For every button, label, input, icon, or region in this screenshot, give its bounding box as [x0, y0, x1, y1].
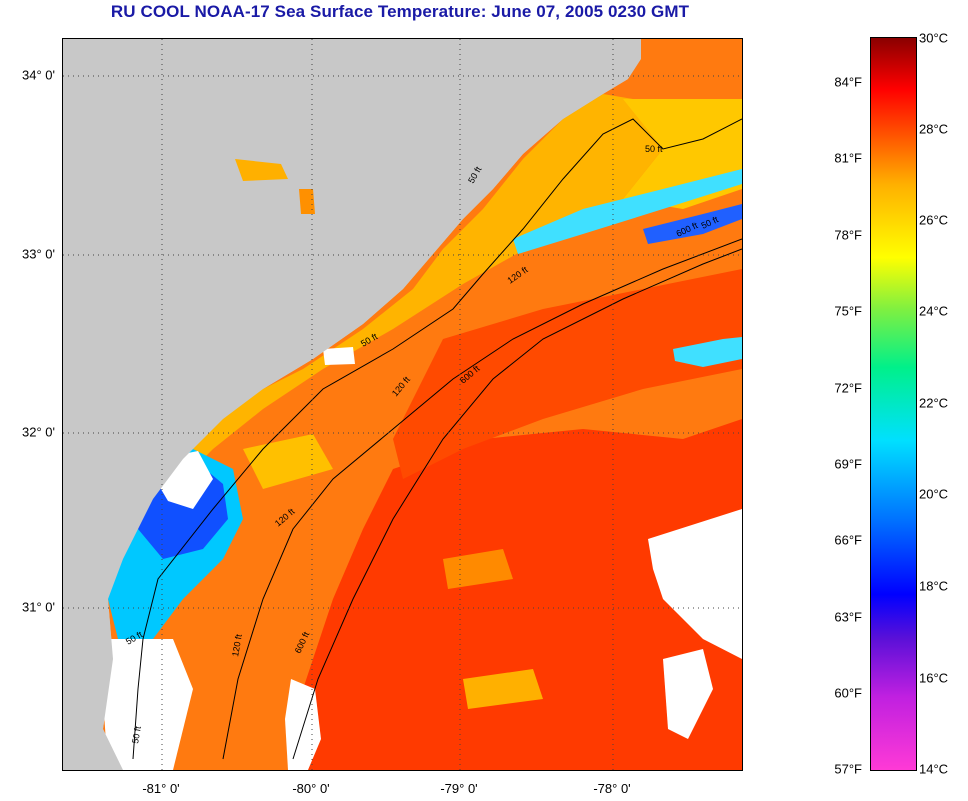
colorbar-celsius-label: 16°C	[919, 670, 949, 686]
cool-streak	[513, 169, 742, 254]
colorbar-celsius-label: 22°C	[919, 395, 949, 411]
colorbar-fahrenheit-label: 69°F	[834, 456, 862, 472]
inland-water-patch	[235, 159, 288, 181]
colorbar-fahrenheit-label: 81°F	[834, 150, 862, 166]
contour-label-50ft: 50 ft	[645, 144, 663, 154]
graticule	[63, 39, 742, 770]
gulf-stream-band	[393, 269, 742, 479]
colorbar-celsius-label: 26°C	[919, 212, 949, 228]
temperature-colorbar	[870, 37, 917, 771]
longitude-label: -79° 0'	[440, 781, 478, 796]
longitude-label: -80° 0'	[292, 781, 330, 796]
map-title: RU COOL NOAA-17 Sea Surface Temperature:…	[110, 2, 690, 21]
colorbar-celsius-label: 28°C	[919, 121, 949, 137]
sst-map: 50 ft 50 ft 50 ft 50 ft 50 ft 50 ft 120 …	[62, 38, 743, 771]
colorbar-celsius-label: 30°C	[919, 30, 949, 46]
colorbar-fahrenheit-label: 78°F	[834, 227, 862, 243]
cloud-patch	[648, 509, 742, 659]
colorbar-fahrenheit-label: 72°F	[834, 380, 862, 396]
colorbar-fahrenheit-label: 63°F	[834, 609, 862, 625]
cloud-patch	[285, 679, 321, 770]
latitude-label: 34° 0'	[22, 67, 55, 83]
warm-patch	[463, 669, 543, 709]
isobath-600ft	[292, 248, 742, 760]
colorbar-fahrenheit-label: 84°F	[834, 74, 862, 90]
colorbar-celsius-label: 20°C	[919, 486, 949, 502]
longitude-label: -78° 0'	[593, 781, 631, 796]
colorbar-fahrenheit-label: 75°F	[834, 303, 862, 319]
colorbar-fahrenheit-label: 60°F	[834, 685, 862, 701]
latitude-label: 33° 0'	[22, 246, 55, 262]
cool-streak	[643, 204, 742, 244]
offshore-warm-core	[293, 419, 742, 770]
colorbar-fahrenheit-label: 57°F	[834, 761, 862, 777]
latitude-label: 32° 0'	[22, 424, 55, 440]
cloud-patch	[663, 649, 713, 739]
isobath-120ft	[222, 238, 742, 760]
cloud-patch	[103, 639, 193, 770]
colorbar-celsius-label: 24°C	[919, 303, 949, 319]
latitude-label: 31° 0'	[22, 599, 55, 615]
cloud-patch	[323, 347, 355, 365]
isobath-50ft	[132, 118, 742, 760]
sst-map-canvas: 50 ft 50 ft 50 ft 50 ft 50 ft 50 ft 120 …	[63, 39, 742, 770]
inland-water-patch	[299, 189, 315, 214]
longitude-label: -81° 0'	[142, 781, 180, 796]
colorbar-celsius-label: 18°C	[919, 578, 949, 594]
colorbar-fahrenheit-label: 66°F	[834, 532, 862, 548]
warm-patch	[243, 434, 333, 489]
contour-label-120ft: 120 ft	[230, 633, 244, 657]
land-area	[63, 39, 641, 770]
shelf-warm-band	[163, 94, 663, 479]
colorbar-celsius-label: 14°C	[919, 761, 949, 777]
contour-label-50ft: 50 ft	[130, 725, 143, 744]
cool-streak	[673, 337, 742, 367]
